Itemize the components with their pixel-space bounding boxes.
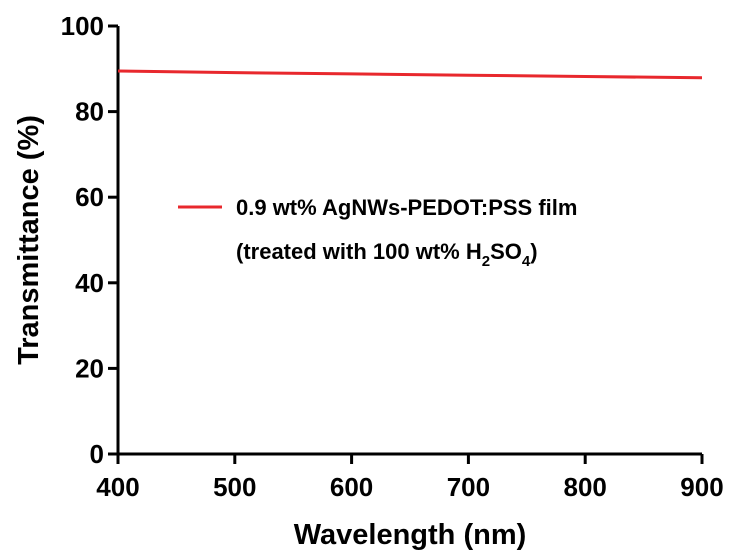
- y-tick-label: 80: [75, 97, 104, 127]
- x-axis-title: Wavelength (nm): [294, 519, 527, 551]
- x-tick-label: 500: [213, 472, 256, 502]
- legend: 0.9 wt% AgNWs-PEDOT:PSS film (treated wi…: [178, 195, 577, 270]
- y-axis-ticks: 0 20 40 60 80 100: [61, 11, 118, 469]
- y-tick-label: 40: [75, 268, 104, 298]
- y-tick-label: 100: [61, 11, 104, 41]
- legend-label-subscript-2: 2: [482, 253, 490, 270]
- legend-label-so: SO: [490, 239, 522, 264]
- legend-label-line2-text: (treated with 100 wt% H: [236, 239, 482, 264]
- x-tick-label: 900: [680, 472, 723, 502]
- x-tick-label: 800: [564, 472, 607, 502]
- legend-label-line1: 0.9 wt% AgNWs-PEDOT:PSS film: [236, 195, 577, 220]
- x-tick-label: 400: [96, 472, 139, 502]
- y-tick-label: 60: [75, 182, 104, 212]
- y-axis-title: Transmittance (%): [13, 115, 45, 365]
- y-tick-label: 20: [75, 353, 104, 383]
- x-tick-label: 600: [330, 472, 373, 502]
- legend-label-close-paren: ): [530, 239, 537, 264]
- x-axis-ticks: 400 500 600 700 800 900: [96, 454, 724, 502]
- legend-label-subscript-4: 4: [522, 253, 531, 270]
- legend-label-line2: (treated with 100 wt% H2SO4): [236, 239, 538, 270]
- y-tick-label: 0: [90, 439, 104, 469]
- x-tick-label: 700: [447, 472, 490, 502]
- series-line-agnws-pedot-pss: [117, 69, 703, 80]
